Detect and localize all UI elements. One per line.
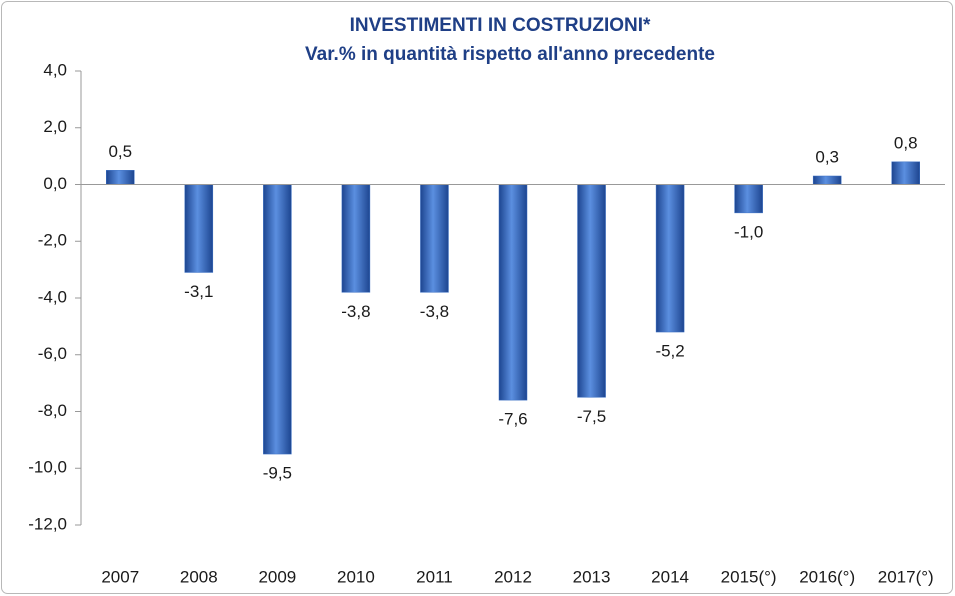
value-label: -7,6	[498, 410, 527, 429]
value-label: -1,0	[734, 222, 763, 241]
x-tick-label: 2014	[651, 567, 689, 586]
x-tick-label: 2009	[258, 567, 296, 586]
x-tick-label: 2012	[494, 567, 532, 586]
bar	[184, 184, 214, 273]
x-tick-label: 2015(°)	[721, 567, 777, 586]
y-tick-label: 4,0	[43, 60, 67, 79]
value-label: -5,2	[655, 342, 684, 361]
y-tick-label: -6,0	[38, 344, 67, 363]
x-tick-label: 2008	[180, 567, 218, 586]
bar	[577, 184, 606, 398]
value-label: 0,3	[815, 147, 839, 166]
x-tick-label: 2017(°)	[878, 567, 934, 586]
chart-title: INVESTIMENTI IN COSTRUZIONI*	[350, 15, 651, 36]
value-label: 0,5	[108, 142, 132, 161]
value-label: -3,1	[184, 282, 213, 301]
x-tick-label: 2011	[416, 567, 453, 586]
y-tick-label: -2,0	[38, 231, 67, 250]
x-tick-label: 2010	[337, 567, 375, 586]
bar	[655, 184, 685, 333]
value-label: 0,8	[894, 133, 918, 152]
x-tick-label: 2013	[573, 567, 611, 586]
y-tick-label: 2,0	[43, 117, 67, 136]
y-tick-label: -4,0	[38, 287, 67, 306]
x-tick-label: 2007	[101, 567, 139, 586]
y-tick-label: 0,0	[43, 174, 67, 193]
y-tick-label: -8,0	[38, 401, 67, 420]
bar	[341, 184, 371, 293]
y-tick-label: -10,0	[28, 458, 67, 477]
value-label: -3,8	[420, 302, 449, 321]
bar	[420, 184, 449, 293]
bar	[263, 184, 292, 455]
chart-subtitle: Var.% in quantità rispetto all'anno prec…	[305, 44, 715, 65]
value-label: -7,5	[577, 407, 606, 426]
bar	[106, 170, 135, 185]
value-label: -9,5	[263, 464, 292, 483]
bar	[891, 161, 920, 185]
bar	[812, 175, 842, 185]
bar	[498, 184, 528, 401]
bar	[734, 184, 763, 214]
x-tick-label: 2016(°)	[799, 567, 855, 586]
y-tick-label: -12,0	[28, 514, 67, 533]
value-label: -3,8	[341, 302, 370, 321]
